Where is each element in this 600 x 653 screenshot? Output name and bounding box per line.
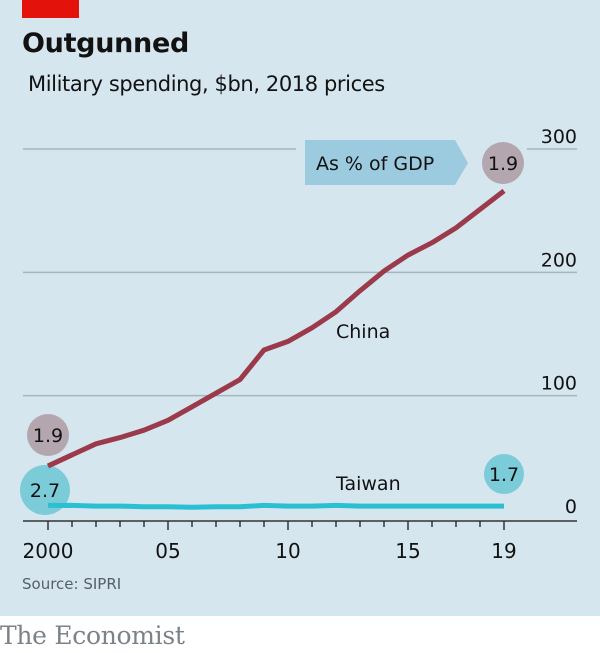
gdp-label-box: [305, 140, 468, 185]
series-line-taiwan: [48, 502, 504, 510]
line-chart: 0 100 200 300 2000 05 10 15 19 As % of GDP Chin…: [20, 126, 577, 563]
china-gdp-start-bubble: [27, 414, 69, 456]
taiwan-gdp-end-value: 1.7: [489, 464, 519, 486]
x-tick-label: 05: [155, 539, 180, 563]
china-gdp-end-value: 1.9: [488, 153, 518, 175]
gdp-label-text: As % of GDP: [316, 153, 434, 175]
chart-panel: [0, 0, 600, 616]
brand-logo-text: The Economist: [0, 621, 185, 650]
taiwan-gdp-start-value: 2.7: [30, 480, 60, 502]
china-series-label: China: [336, 321, 390, 343]
y-tick-label: 0: [565, 496, 577, 518]
gridlines: 0 100 200 300: [23, 126, 577, 518]
annotations: As % of GDP China Taiwan: [305, 140, 468, 495]
x-tick-label: 10: [275, 539, 300, 563]
y-tick-label: 200: [541, 249, 577, 271]
taiwan-gdp-end-bubble: [484, 454, 524, 494]
x-axis: 2000 05 10 15 19: [23, 520, 577, 563]
gdp-share-bubbles: 1.9 1.9 2.7 1.7: [20, 142, 524, 515]
y-tick-label: 100: [541, 373, 577, 395]
series-line-china: [46, 188, 506, 469]
taiwan-series-label: Taiwan: [335, 473, 401, 495]
y-tick-label: 300: [541, 126, 577, 148]
taiwan-gdp-start-bubble: [20, 465, 70, 515]
series-line-china-start: [46, 452, 74, 469]
x-tick-label: 19: [491, 539, 516, 563]
brand-red-tag: [22, 0, 79, 18]
x-tick-label: 15: [395, 539, 420, 563]
series-lines: [46, 188, 506, 510]
gdp-label-callout: As % of GDP: [305, 140, 468, 185]
x-tick-label: 2000: [23, 539, 74, 563]
chart-subtitle: Military spending, $bn, 2018 prices: [28, 72, 385, 96]
china-gdp-start-value: 1.9: [33, 425, 63, 447]
china-gdp-end-bubble: [482, 142, 524, 184]
chart-title: Outgunned: [22, 28, 190, 59]
source-note: Source: SIPRI: [22, 575, 122, 593]
